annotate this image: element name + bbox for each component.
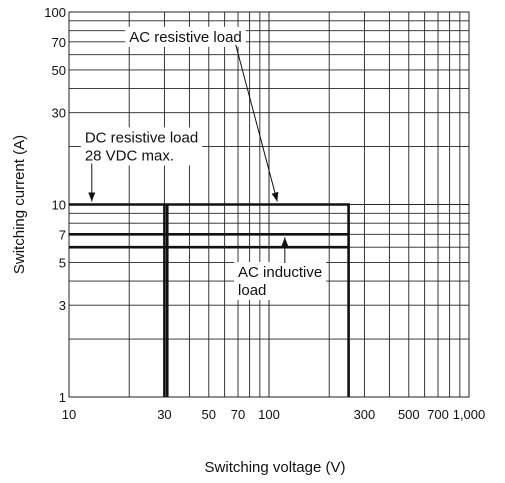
- annotation-label: DC resistive load: [85, 129, 198, 146]
- x-tick-label: 500: [398, 407, 420, 422]
- x-tick-label: 30: [157, 407, 171, 422]
- tick-labels: 10 30 50 70 100 300 500 700 1,000 1 3 5 7 10 30 50 70 100: [44, 5, 485, 422]
- annotation-background: [234, 262, 327, 301]
- y-tick-label: 30: [52, 106, 66, 121]
- x-tick-label: 300: [354, 407, 376, 422]
- y-tick-label: 3: [59, 298, 66, 313]
- x-axis-label: Switching voltage (V): [205, 459, 346, 476]
- annotation-arrowhead: [281, 237, 289, 247]
- y-tick-label: 5: [59, 255, 66, 270]
- y-tick-label: 100: [44, 5, 66, 20]
- annotation-label: load: [238, 282, 266, 299]
- x-tick-label: 700: [427, 407, 449, 422]
- x-tick-label: 100: [258, 407, 280, 422]
- y-tick-label: 7: [59, 227, 66, 242]
- annotation-label: AC inductive: [238, 264, 322, 281]
- x-tick-label: 50: [202, 407, 216, 422]
- limit-line: [69, 203, 350, 397]
- limit-curves: [69, 203, 350, 397]
- annotation-background: [125, 26, 246, 47]
- y-tick-label: 1: [59, 390, 66, 405]
- annotation-background: [80, 127, 203, 166]
- annotation-leader: [235, 44, 278, 202]
- x-tick-label: 1,000: [453, 407, 486, 422]
- annotation-arrowhead: [271, 191, 279, 202]
- y-tick-label: 10: [52, 198, 66, 213]
- y-tick-label: 50: [52, 63, 66, 78]
- annotation-arrowhead: [88, 192, 96, 202]
- y-tick-label: 70: [52, 35, 66, 50]
- annotation-label: AC resistive load: [129, 29, 242, 46]
- x-tick-label: 10: [62, 407, 76, 422]
- y-axis-label: Switching current (A): [11, 135, 28, 274]
- x-tick-label: 70: [231, 407, 245, 422]
- annotation-label: 28 VDC max.: [85, 147, 174, 164]
